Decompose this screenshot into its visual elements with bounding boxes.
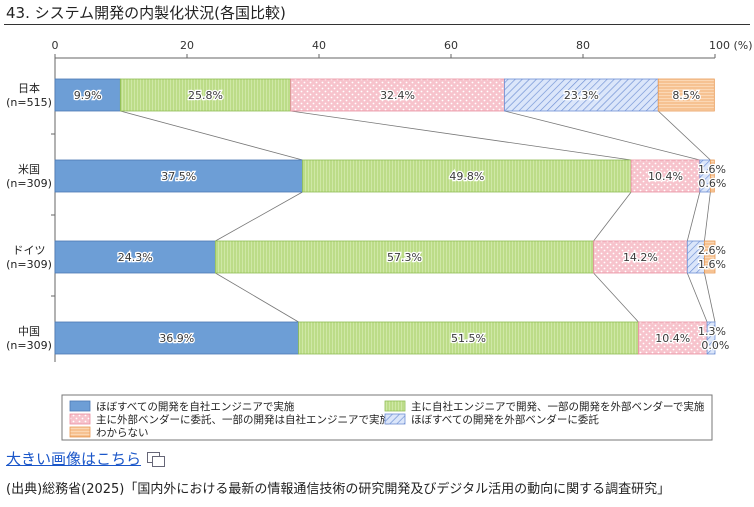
legend-swatch bbox=[69, 426, 91, 438]
window-icon bbox=[147, 452, 166, 467]
data-label: 10.4% bbox=[648, 170, 683, 183]
data-label: 37.5% bbox=[161, 170, 196, 183]
bar-segment bbox=[119, 78, 292, 112]
data-label: 1.3% bbox=[698, 325, 726, 338]
legend-swatch bbox=[69, 413, 91, 425]
legend-swatch bbox=[69, 400, 91, 412]
data-label: 0.0% bbox=[701, 339, 729, 352]
x-tick-label: 100 (%) bbox=[709, 39, 753, 52]
legend-swatch bbox=[384, 400, 406, 412]
data-label: 0.6% bbox=[698, 177, 726, 190]
large-image-link[interactable]: 大きい画像はこちら bbox=[6, 448, 166, 469]
legend-label: ほぼすべての開発を自社エンジニアで実施 bbox=[96, 400, 295, 413]
legend-label: 主に外部ベンダーに委託、一部の開発は自社エンジニアで実施 bbox=[96, 413, 390, 426]
data-label: 23.3% bbox=[564, 89, 599, 102]
connector-line bbox=[593, 272, 639, 323]
bar-segment bbox=[657, 78, 715, 112]
legend-swatch bbox=[384, 413, 406, 425]
connector-line bbox=[120, 110, 303, 161]
bar-segment bbox=[638, 321, 708, 355]
data-label: 49.8% bbox=[449, 170, 484, 183]
bar-segment bbox=[704, 240, 716, 274]
data-label: 1.6% bbox=[698, 163, 726, 176]
category-label: 米国 bbox=[18, 163, 40, 176]
x-tick-label: 40 bbox=[312, 39, 326, 52]
legend-label: ほぼすべての開発を外部ベンダーに委託 bbox=[411, 413, 599, 426]
data-label: 24.3% bbox=[118, 251, 153, 264]
legend-label: 主に自社エンジニアで開発、一部の開発を外部ベンダーで実施 bbox=[411, 400, 705, 413]
connector-line bbox=[215, 191, 303, 242]
connector-line bbox=[704, 272, 716, 323]
bar-segment bbox=[302, 159, 632, 193]
category-n-label: (n=309) bbox=[6, 177, 52, 190]
category-label: 中国 bbox=[18, 325, 40, 338]
category-n-label: (n=309) bbox=[6, 339, 52, 352]
data-label: 10.4% bbox=[655, 332, 690, 345]
connector-line bbox=[657, 110, 711, 161]
category-label: 日本 bbox=[18, 81, 40, 95]
bar-segment bbox=[593, 240, 688, 274]
connector-line bbox=[704, 191, 711, 242]
stacked-bar-chart: 0 20 40 60 80 100 (%) 日本(n=515)米国(n=309)ドイツ(n… bbox=[6, 39, 753, 441]
data-label: 51.5% bbox=[451, 332, 486, 345]
large-image-link-label: 大きい画像はこちら bbox=[6, 450, 142, 468]
connector-line bbox=[686, 272, 708, 323]
category-label: ドイツ bbox=[13, 244, 46, 257]
data-label: 25.8% bbox=[188, 89, 223, 102]
title-divider bbox=[4, 24, 750, 25]
data-label: 9.9% bbox=[74, 89, 102, 102]
connector-line bbox=[215, 272, 299, 323]
bar-segment bbox=[504, 78, 659, 112]
bar-segment bbox=[54, 159, 303, 193]
x-tick-label: 60 bbox=[444, 39, 458, 52]
data-label: 8.5% bbox=[672, 89, 700, 102]
bar-segment bbox=[54, 240, 216, 274]
category-n-label: (n=515) bbox=[6, 96, 52, 109]
x-tick-label: 0 bbox=[52, 39, 59, 52]
data-label: 1.6% bbox=[698, 258, 726, 271]
data-label: 36.9% bbox=[159, 332, 194, 345]
x-tick-label: 20 bbox=[180, 39, 194, 52]
connector-line bbox=[593, 191, 632, 242]
data-label: 57.3% bbox=[387, 251, 422, 264]
source-note: (出典)総務省(2025)「国内外における最新の情報通信技術の研究開発及びデジタ… bbox=[6, 482, 671, 497]
data-label: 14.2% bbox=[623, 251, 658, 264]
bar-segment bbox=[54, 78, 121, 112]
page-title: 43. システム開発の内製化状況(各国比較) bbox=[6, 4, 286, 22]
x-tick-label: 80 bbox=[576, 39, 590, 52]
connector-line bbox=[290, 110, 632, 161]
bar-segment bbox=[709, 159, 715, 193]
category-n-label: (n=309) bbox=[6, 258, 52, 271]
data-label: 32.4% bbox=[380, 89, 415, 102]
data-label: 2.6% bbox=[698, 244, 726, 257]
bar-segment bbox=[706, 321, 716, 355]
bar-segment bbox=[214, 240, 594, 274]
connector-line bbox=[686, 191, 701, 242]
connector-line bbox=[504, 110, 700, 161]
legend-label: わからない bbox=[96, 427, 149, 439]
